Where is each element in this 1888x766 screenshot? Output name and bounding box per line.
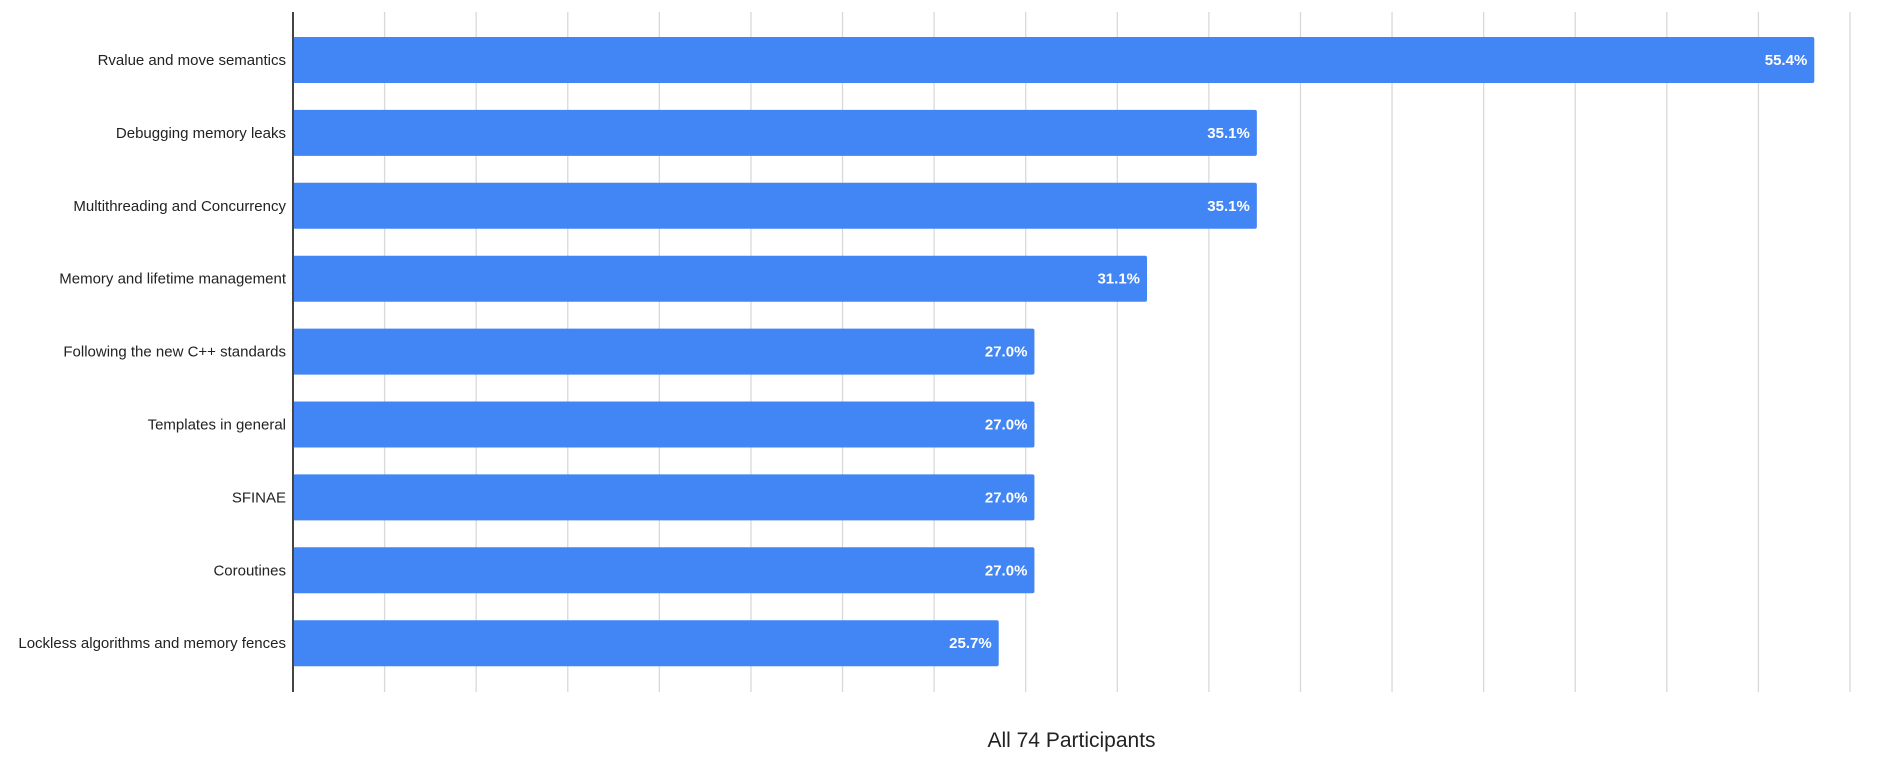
bar <box>293 182 1257 229</box>
bar <box>293 401 1035 448</box>
data-label: 27.0% <box>985 417 1028 434</box>
bar <box>293 547 1035 594</box>
data-label: 27.0% <box>985 489 1028 506</box>
category-label: Memory and lifetime management <box>59 271 287 288</box>
data-label: 35.1% <box>1207 198 1250 215</box>
bar <box>293 620 999 667</box>
bar <box>293 109 1257 156</box>
data-label: 27.0% <box>985 344 1028 361</box>
data-label: 31.1% <box>1097 271 1140 288</box>
data-label: 27.0% <box>985 562 1028 579</box>
category-label: SFINAE <box>232 489 286 506</box>
data-label: 55.4% <box>1765 52 1808 69</box>
bars <box>293 37 1815 667</box>
x-axis-title: All 74 Participants <box>987 729 1155 752</box>
category-label: Multithreading and Concurrency <box>73 198 286 215</box>
category-label: Following the new C++ standards <box>63 344 286 361</box>
category-label: Lockless algorithms and memory fences <box>18 635 286 652</box>
data-label: 35.1% <box>1207 125 1250 142</box>
data-labels: 55.4% 35.1% 35.1% 31.1% 27.0% 27.0% 27.0% 27.0%… <box>949 52 1807 652</box>
bar <box>293 37 1815 83</box>
category-label: Debugging memory leaks <box>116 125 286 142</box>
category-label: Templates in general <box>148 417 286 434</box>
bar <box>293 255 1148 302</box>
category-label: Coroutines <box>213 562 286 579</box>
category-labels: Rvalue and move semantics Debugging memor… <box>18 52 286 652</box>
data-label: 25.7% <box>949 635 992 652</box>
category-label: Rvalue and move semantics <box>98 52 286 69</box>
bar <box>293 474 1035 521</box>
bar <box>293 328 1035 375</box>
